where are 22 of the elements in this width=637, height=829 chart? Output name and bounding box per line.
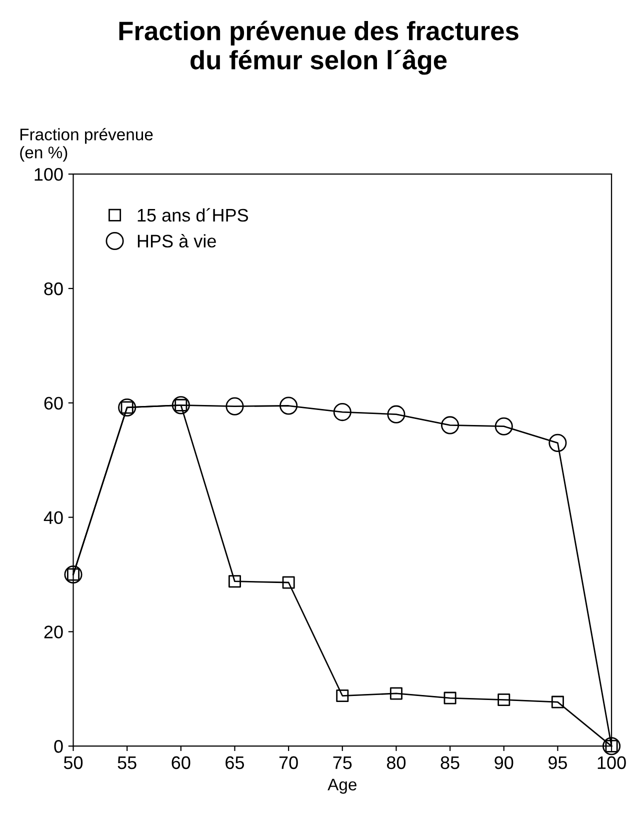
- x-tick-label: 65: [226, 756, 244, 770]
- y-tick-label: 100: [34, 168, 63, 181]
- legend-label: HPS à vie: [138, 234, 216, 248]
- x-tick-label: 75: [333, 756, 352, 770]
- y-tick-label: 80: [44, 282, 63, 296]
- x-axis-title: Age: [328, 778, 356, 794]
- legend-label: 15 ans d´HPS: [138, 208, 248, 222]
- x-tick-label: 60: [172, 756, 190, 770]
- y-tick-label: 20: [44, 626, 63, 638]
- x-tick-label: 50: [64, 756, 83, 770]
- x-tick-label: 85: [440, 756, 460, 770]
- x-tick-label: 70: [279, 756, 298, 770]
- x-tick-label: 55: [118, 756, 136, 770]
- x-tick-label: 100: [598, 756, 626, 770]
- x-tick-label: 80: [386, 756, 406, 770]
- y-tick-label: 60: [44, 396, 63, 410]
- y-tick-label: 0: [54, 740, 63, 753]
- x-tick-label: 95: [548, 756, 567, 770]
- x-tick-label: 90: [494, 756, 514, 770]
- y-tick-label: 40: [44, 511, 63, 524]
- y-axis-title: Fraction prévenue (en %): [20, 128, 153, 162]
- chart-title: Fraction prévenue des fractures du fémur selon l´âge: [119, 20, 518, 75]
